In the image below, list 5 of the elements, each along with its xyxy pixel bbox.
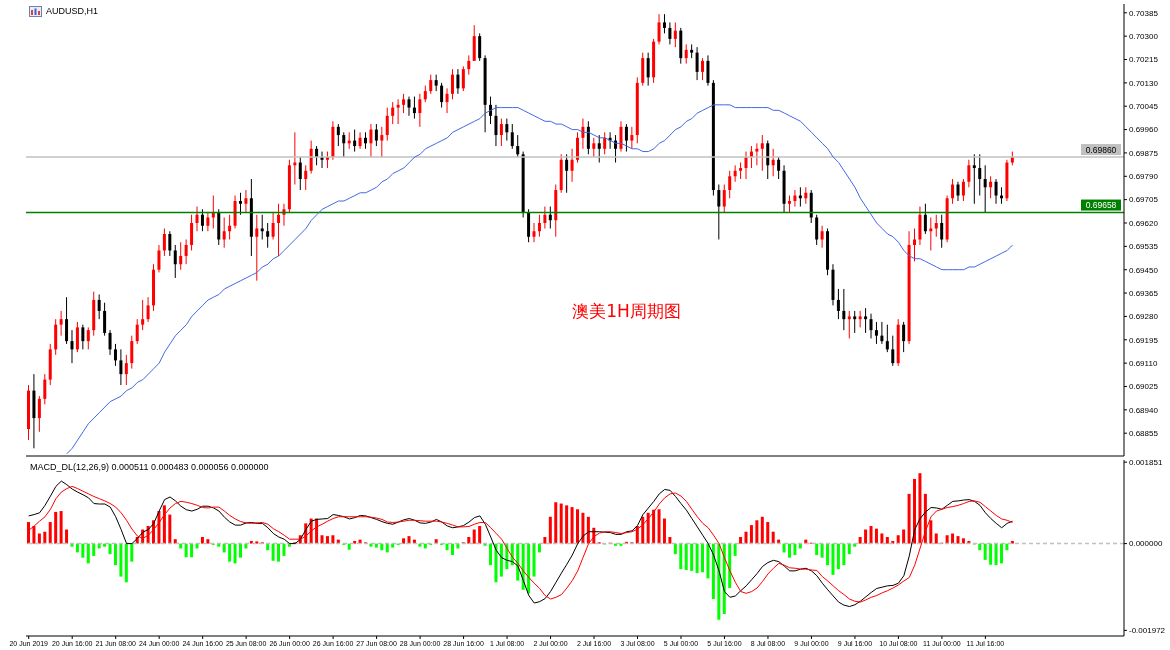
chart-title: MACD_DL(12,26,9) 0.000511 0.000483 0.000056 0.000000 <box>30 462 269 473</box>
y-tick-label: -0.001972 <box>1129 626 1166 636</box>
y-tick-label: 0.68855 <box>1129 429 1159 439</box>
y-tick-label: 0.000000 <box>1129 539 1163 549</box>
y-tick-label: 0.001851 <box>1129 458 1163 467</box>
